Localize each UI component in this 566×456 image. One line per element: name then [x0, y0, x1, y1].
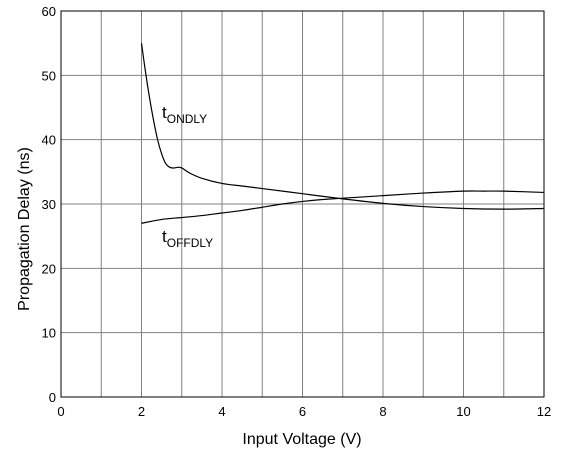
- series-line-ondly: [140, 43, 545, 210]
- y-tick-label: 30: [42, 197, 56, 212]
- y-tick-label: 20: [42, 261, 56, 276]
- y-tick-label: 0: [49, 390, 56, 405]
- series-lines: [140, 43, 545, 224]
- y-tick-label: 40: [42, 133, 56, 148]
- x-tick-label: 12: [537, 404, 551, 419]
- series-label-ondly-main: t: [162, 103, 167, 122]
- series-label-ondly: tONDLY: [162, 103, 207, 126]
- series-line-offdly: [141, 190, 545, 224]
- series-label-offdly-sub: OFFDLY: [167, 236, 213, 250]
- x-tick-label: 0: [57, 404, 64, 419]
- x-tick-labels: 0 2 4 6 8 10 12: [57, 404, 551, 419]
- y-tick-label: 60: [42, 4, 56, 19]
- grid-lines: [61, 11, 544, 397]
- plot-frame: [60, 10, 545, 398]
- y-tick-label: 10: [42, 326, 56, 341]
- x-tick-label: 8: [379, 404, 386, 419]
- y-tick-label: 50: [42, 68, 56, 83]
- series-label-offdly: tOFFDLY: [162, 227, 213, 250]
- x-tick-label: 4: [218, 404, 225, 419]
- series-label-offdly-main: t: [162, 227, 167, 246]
- x-tick-label: 2: [138, 404, 145, 419]
- y-tick-labels: 0 10 20 30 40 50 60: [42, 4, 56, 405]
- y-axis-label: Propagation Delay (ns): [16, 147, 33, 311]
- x-axis-label: Input Voltage (V): [242, 431, 361, 448]
- series-label-ondly-sub: ONDLY: [167, 112, 207, 126]
- x-tick-label: 6: [299, 404, 306, 419]
- x-tick-label: 10: [456, 404, 470, 419]
